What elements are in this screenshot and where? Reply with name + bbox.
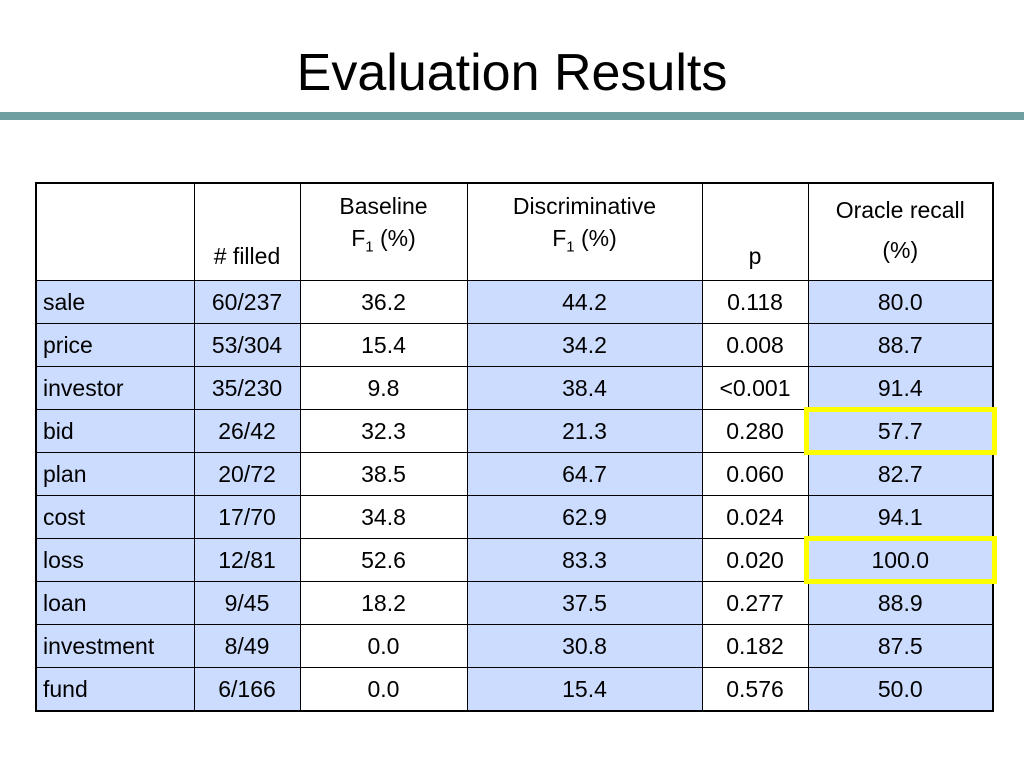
table-row: cost 17/70 34.8 62.9 0.024 94.1 xyxy=(35,495,994,539)
table-row: price 53/304 15.4 34.2 0.008 88.7 xyxy=(35,323,994,367)
row-name-cell: cost xyxy=(35,495,195,539)
table-row: fund 6/166 0.0 15.4 0.576 50.0 xyxy=(35,667,994,712)
p-value-cell: 0.182 xyxy=(701,624,809,668)
discriminative-f1-cell: 83.3 xyxy=(466,538,703,582)
table-row: loss 12/81 52.6 83.3 0.020 100.0 xyxy=(35,536,998,585)
oracle-recall-cell: 94.1 xyxy=(807,495,994,539)
filled-cell: 60/237 xyxy=(193,280,301,324)
table-body: sale 60/237 36.2 44.2 0.118 80.0 price 53/304 15… xyxy=(35,280,998,712)
p-value-cell: 0.118 xyxy=(701,280,809,324)
header-baseline-unit: (%) xyxy=(373,225,416,251)
row-name-cell: loan xyxy=(35,581,195,625)
header-oracle-line1: Oracle recall xyxy=(835,197,965,223)
row-name-cell: bid xyxy=(35,409,195,453)
header-disc-line1: Discriminative xyxy=(512,193,657,219)
row-name-cell: fund xyxy=(35,667,195,712)
header-baseline-f: F xyxy=(351,225,366,251)
oracle-recall-cell: 50.0 xyxy=(807,667,994,712)
table-row: plan 20/72 38.5 64.7 0.060 82.7 xyxy=(35,452,994,496)
header-disc-sub: 1 xyxy=(566,238,575,256)
oracle-recall-cell: 80.0 xyxy=(807,280,994,324)
header-disc-f: F xyxy=(552,225,567,251)
baseline-f1-cell: 34.8 xyxy=(299,495,468,539)
table-row: investor 35/230 9.8 38.4 <0.001 91.4 xyxy=(35,366,994,410)
baseline-f1-cell: 38.5 xyxy=(299,452,468,496)
p-value-cell: 0.008 xyxy=(701,323,809,367)
filled-cell: 6/166 xyxy=(193,667,301,712)
row-name-cell: plan xyxy=(35,452,195,496)
oracle-recall-cell: 91.4 xyxy=(807,366,994,410)
title-divider xyxy=(0,112,1024,120)
header-baseline-line1: Baseline xyxy=(339,193,428,219)
baseline-f1-cell: 52.6 xyxy=(299,538,468,582)
oracle-recall-cell: 82.7 xyxy=(807,452,994,496)
discriminative-f1-cell: 62.9 xyxy=(466,495,703,539)
row-name-cell: sale xyxy=(35,280,195,324)
results-table: # filled Baseline F1 (%) Discriminative … xyxy=(35,182,998,712)
header-filled: # filled xyxy=(193,182,301,281)
discriminative-f1-cell: 21.3 xyxy=(466,409,703,453)
p-value-cell: 0.060 xyxy=(701,452,809,496)
slide-title: Evaluation Results xyxy=(296,44,728,102)
row-name-cell: price xyxy=(35,323,195,367)
row-name-cell: investor xyxy=(35,366,195,410)
discriminative-f1-cell: 15.4 xyxy=(466,667,703,712)
baseline-f1-cell: 32.3 xyxy=(299,409,468,453)
baseline-f1-cell: 18.2 xyxy=(299,581,468,625)
filled-cell: 17/70 xyxy=(193,495,301,539)
filled-cell: 12/81 xyxy=(193,538,301,582)
discriminative-f1-cell: 34.2 xyxy=(466,323,703,367)
header-empty xyxy=(35,182,195,281)
baseline-f1-cell: 36.2 xyxy=(299,280,468,324)
row-name-cell: investment xyxy=(35,624,195,668)
header-baseline-sub: 1 xyxy=(365,238,374,256)
filled-cell: 26/42 xyxy=(193,409,301,453)
discriminative-f1-cell: 64.7 xyxy=(466,452,703,496)
filled-cell: 9/45 xyxy=(193,581,301,625)
header-oracle-line2: (%) xyxy=(882,237,919,263)
row-name-cell: loss xyxy=(35,538,195,582)
p-value-cell: 0.020 xyxy=(701,538,809,582)
table-row: investment 8/49 0.0 30.8 0.182 87.5 xyxy=(35,624,994,668)
header-oracle-recall: Oracle recall (%) xyxy=(807,182,994,281)
discriminative-f1-cell: 38.4 xyxy=(466,366,703,410)
table-row: loan 9/45 18.2 37.5 0.277 88.9 xyxy=(35,581,994,625)
p-value-cell: 0.277 xyxy=(701,581,809,625)
p-value-cell: 0.280 xyxy=(701,409,809,453)
table-row: bid 26/42 32.3 21.3 0.280 57.7 xyxy=(35,407,998,456)
header-baseline: Baseline F1 (%) xyxy=(299,182,468,281)
table-row: sale 60/237 36.2 44.2 0.118 80.0 xyxy=(35,280,994,324)
oracle-recall-cell: 88.9 xyxy=(807,581,994,625)
oracle-recall-cell: 88.7 xyxy=(807,323,994,367)
filled-cell: 20/72 xyxy=(193,452,301,496)
oracle-recall-cell: 57.7 xyxy=(804,407,998,456)
p-value-cell: 0.576 xyxy=(701,667,809,712)
oracle-recall-cell: 87.5 xyxy=(807,624,994,668)
filled-cell: 35/230 xyxy=(193,366,301,410)
discriminative-f1-cell: 30.8 xyxy=(466,624,703,668)
discriminative-f1-cell: 37.5 xyxy=(466,581,703,625)
header-disc-unit: (%) xyxy=(574,225,617,251)
header-row: # filled Baseline F1 (%) Discriminative … xyxy=(35,182,994,281)
baseline-f1-cell: 0.0 xyxy=(299,667,468,712)
baseline-f1-cell: 9.8 xyxy=(299,366,468,410)
filled-cell: 53/304 xyxy=(193,323,301,367)
p-value-cell: <0.001 xyxy=(701,366,809,410)
p-value-cell: 0.024 xyxy=(701,495,809,539)
oracle-recall-cell: 100.0 xyxy=(804,536,998,585)
baseline-f1-cell: 0.0 xyxy=(299,624,468,668)
filled-cell: 8/49 xyxy=(193,624,301,668)
discriminative-f1-cell: 44.2 xyxy=(466,280,703,324)
baseline-f1-cell: 15.4 xyxy=(299,323,468,367)
header-discriminative: Discriminative F1 (%) xyxy=(466,182,703,281)
header-p: p xyxy=(701,182,809,281)
